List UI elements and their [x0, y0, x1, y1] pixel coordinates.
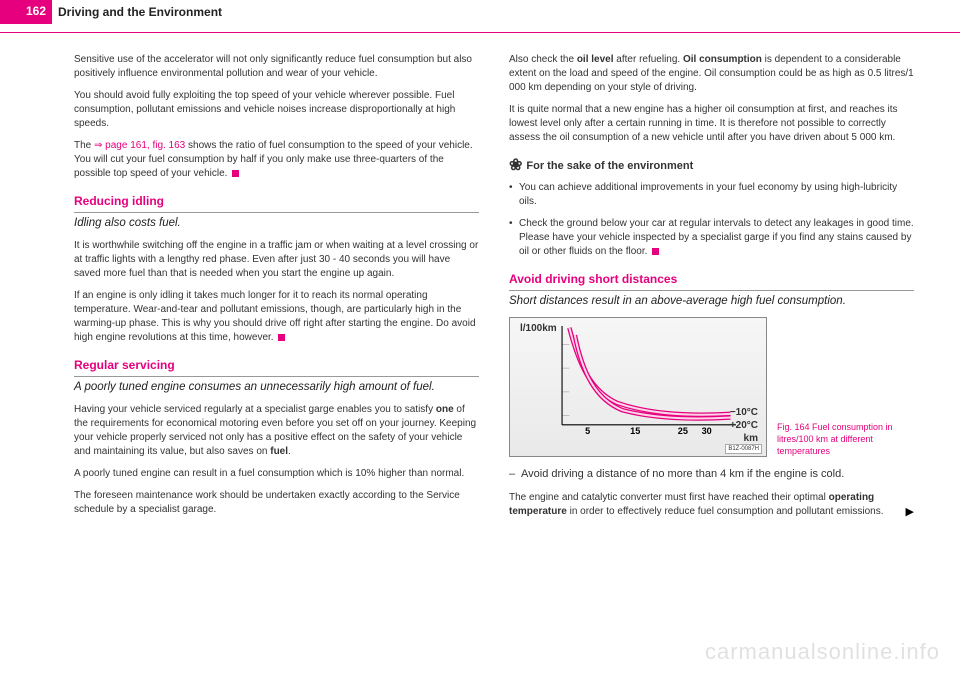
x-tick: 5	[585, 426, 590, 434]
environment-heading: ❀ For the sake of the environment	[509, 155, 914, 177]
watermark: carmanualsonline.info	[705, 639, 940, 665]
chart-svg: 5 15 25 30	[554, 326, 744, 434]
label-warm: +20°C	[730, 419, 758, 432]
continue-arrow-icon: ▶	[906, 505, 914, 520]
heading-reducing-idling: Reducing idling	[74, 193, 479, 213]
chart-row: l/100km 5	[509, 317, 914, 457]
body-text: The engine and catalytic converter must …	[509, 491, 914, 519]
bold-text: one	[436, 404, 454, 415]
flower-icon: ❀	[509, 155, 522, 177]
body-text: Sensitive use of the accelerator will no…	[74, 53, 479, 81]
x-tick: 30	[702, 426, 712, 434]
bold-text: fuel	[270, 446, 288, 457]
text: The engine and catalytic converter must …	[509, 492, 829, 503]
section-end-icon	[232, 170, 239, 177]
curve-cold-inner	[569, 328, 730, 415]
section-end-icon	[278, 334, 285, 341]
text: The	[74, 140, 94, 151]
bold-text: Oil consumption	[683, 54, 762, 65]
body-text: If an engine is only idling it takes muc…	[74, 289, 479, 345]
bold-text: oil level	[577, 54, 614, 65]
x-ticks: 5 15 25 30	[585, 426, 712, 434]
text: .	[288, 446, 291, 457]
bullet-item: Check the ground below your car at regul…	[509, 217, 914, 259]
label-cold: −10°C	[730, 406, 758, 419]
body-text: The ⇒ page 161, fig. 163 shows the ratio…	[74, 139, 479, 181]
body-text: The foreseen maintenance work should be …	[74, 489, 479, 517]
chart-grid	[562, 345, 569, 416]
right-column: Also check the oil level after refueling…	[509, 53, 914, 527]
subtitle: Short distances result in an above-avera…	[509, 293, 914, 309]
chart-ylabel: l/100km	[520, 322, 557, 336]
body-text: It is quite normal that a new engine has…	[509, 103, 914, 145]
subtitle: A poorly tuned engine consumes an unnece…	[74, 379, 479, 395]
temperature-labels: −10°C +20°C	[730, 406, 758, 432]
text: Check the ground below your car at regul…	[519, 218, 914, 257]
instruction-item: Avoid driving a distance of no more than…	[509, 467, 914, 482]
body-text: A poorly tuned engine can result in a fu…	[74, 467, 479, 481]
left-column: Sensitive use of the accelerator will no…	[74, 53, 479, 527]
content-area: Sensitive use of the accelerator will no…	[0, 33, 960, 527]
chart-code: B1Z-0087H	[725, 444, 762, 454]
fuel-consumption-chart: l/100km 5	[509, 317, 767, 457]
text: Having your vehicle serviced regularly a…	[74, 404, 436, 415]
subtitle: Idling also costs fuel.	[74, 215, 479, 231]
x-tick: 15	[630, 426, 640, 434]
curve-warm-inner	[575, 335, 731, 418]
text: in order to effectively reduce fuel cons…	[567, 506, 884, 517]
curve-warm	[575, 335, 731, 418]
text: Also check the	[509, 54, 577, 65]
text: after refueling.	[614, 54, 683, 65]
header-bar: 162 Driving and the Environment	[0, 0, 960, 33]
section-title: Driving and the Environment	[58, 5, 222, 19]
figure-caption: Fig. 164 Fuel consumption in litres/100 …	[777, 422, 897, 457]
body-text: It is worthwhile switching off the engin…	[74, 239, 479, 281]
heading-regular-servicing: Regular servicing	[74, 357, 479, 377]
body-text: Also check the oil level after refueling…	[509, 53, 914, 95]
x-tick: 25	[678, 426, 688, 434]
body-text: You should avoid fully exploiting the to…	[74, 89, 479, 131]
bullet-item: You can achieve additional improvements …	[509, 181, 914, 209]
heading-short-distances: Avoid driving short distances	[509, 271, 914, 291]
section-end-icon	[652, 248, 659, 255]
page-reference-link[interactable]: ⇒ page 161, fig. 163	[94, 140, 185, 151]
body-text: Having your vehicle serviced regularly a…	[74, 403, 479, 459]
curve-cold	[569, 328, 730, 415]
page-number: 162	[0, 0, 52, 24]
text: For the sake of the environment	[526, 160, 693, 172]
text: If an engine is only idling it takes muc…	[74, 290, 476, 343]
